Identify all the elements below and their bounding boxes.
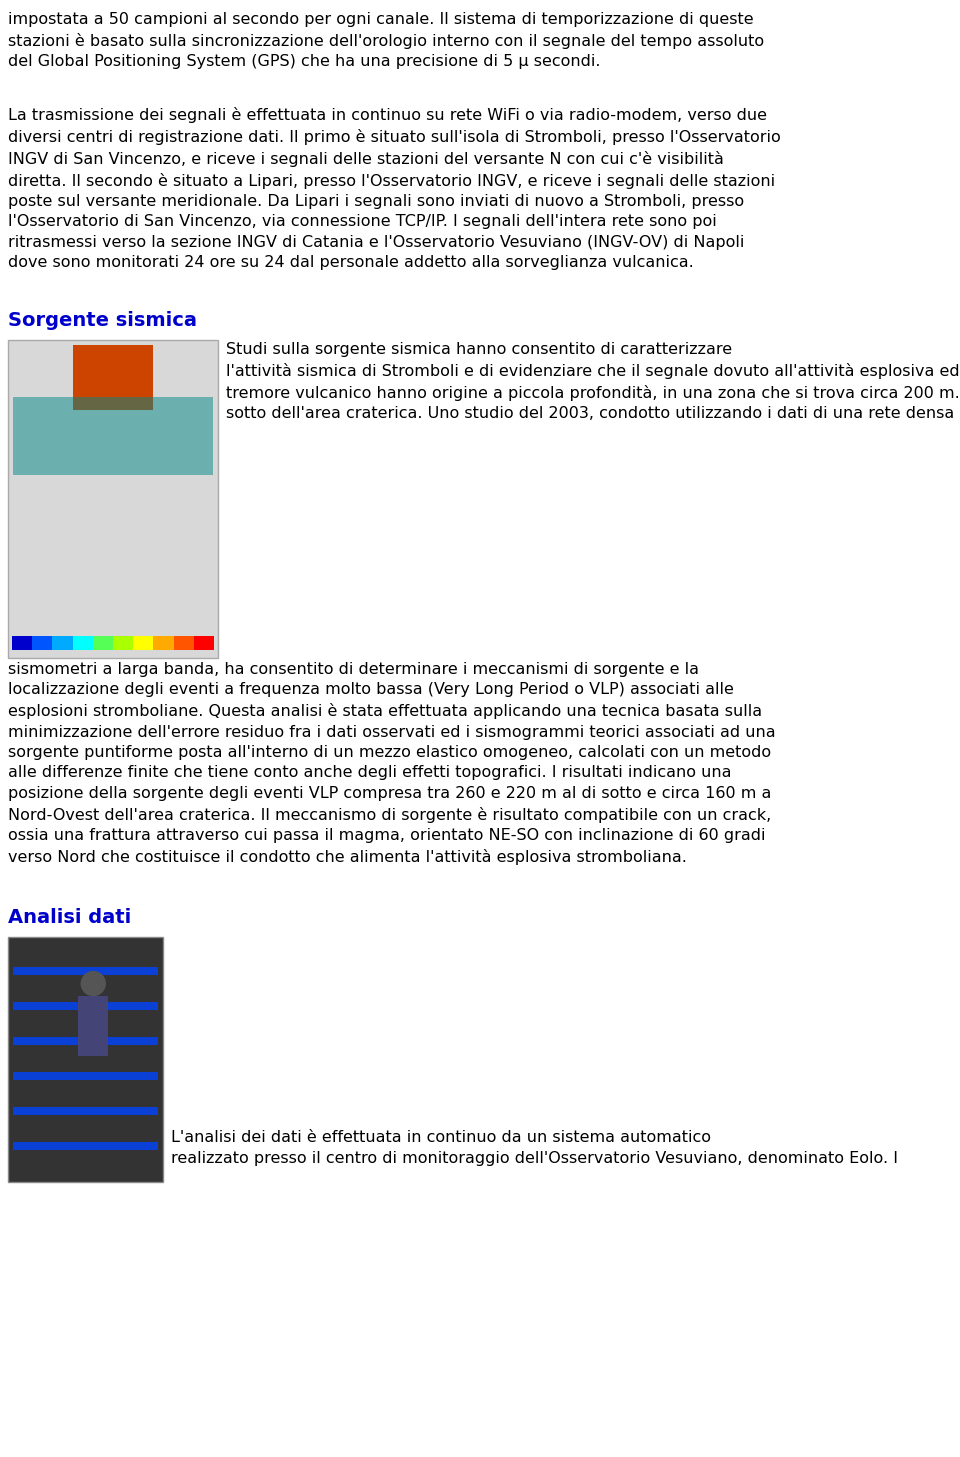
Bar [194,637,214,650]
Bar [53,637,73,650]
Bar [13,1142,158,1150]
Bar [113,637,133,650]
Bar [8,937,163,1182]
Bar [13,1107,158,1115]
Text: Studi sulla sorgente sismica hanno consentito di caratterizzare
l'attività sismi: Studi sulla sorgente sismica hanno conse… [226,342,960,421]
Text: Analisi dati: Analisi dati [8,908,132,927]
Text: La trasmissione dei segnali è effettuata in continuo su rete WiFi o via radio-mo: La trasmissione dei segnali è effettuata… [8,106,780,270]
Text: impostata a 50 campioni al secondo per ogni canale. Il sistema di temporizzazion: impostata a 50 campioni al secondo per o… [8,12,764,70]
Bar [133,637,154,650]
Text: Sorgente sismica: Sorgente sismica [8,310,197,329]
Bar [73,637,93,650]
Text: L'analisi dei dati è effettuata in continuo da un sistema automatico
realizzato : L'analisi dei dati è effettuata in conti… [171,1131,898,1166]
Circle shape [82,972,106,995]
Bar [13,967,158,975]
Bar [73,345,153,409]
Bar [13,1037,158,1045]
Bar [154,637,174,650]
Bar [93,637,113,650]
Bar [8,339,218,659]
Text: sismometri a larga banda, ha consentito di determinare i meccanismi di sorgente : sismometri a larga banda, ha consentito … [8,661,776,865]
Bar [13,1002,158,1010]
Bar [12,637,33,650]
Bar [79,995,108,1055]
Bar [174,637,194,650]
Bar [13,396,213,475]
Bar [33,637,53,650]
Bar [13,1072,158,1080]
